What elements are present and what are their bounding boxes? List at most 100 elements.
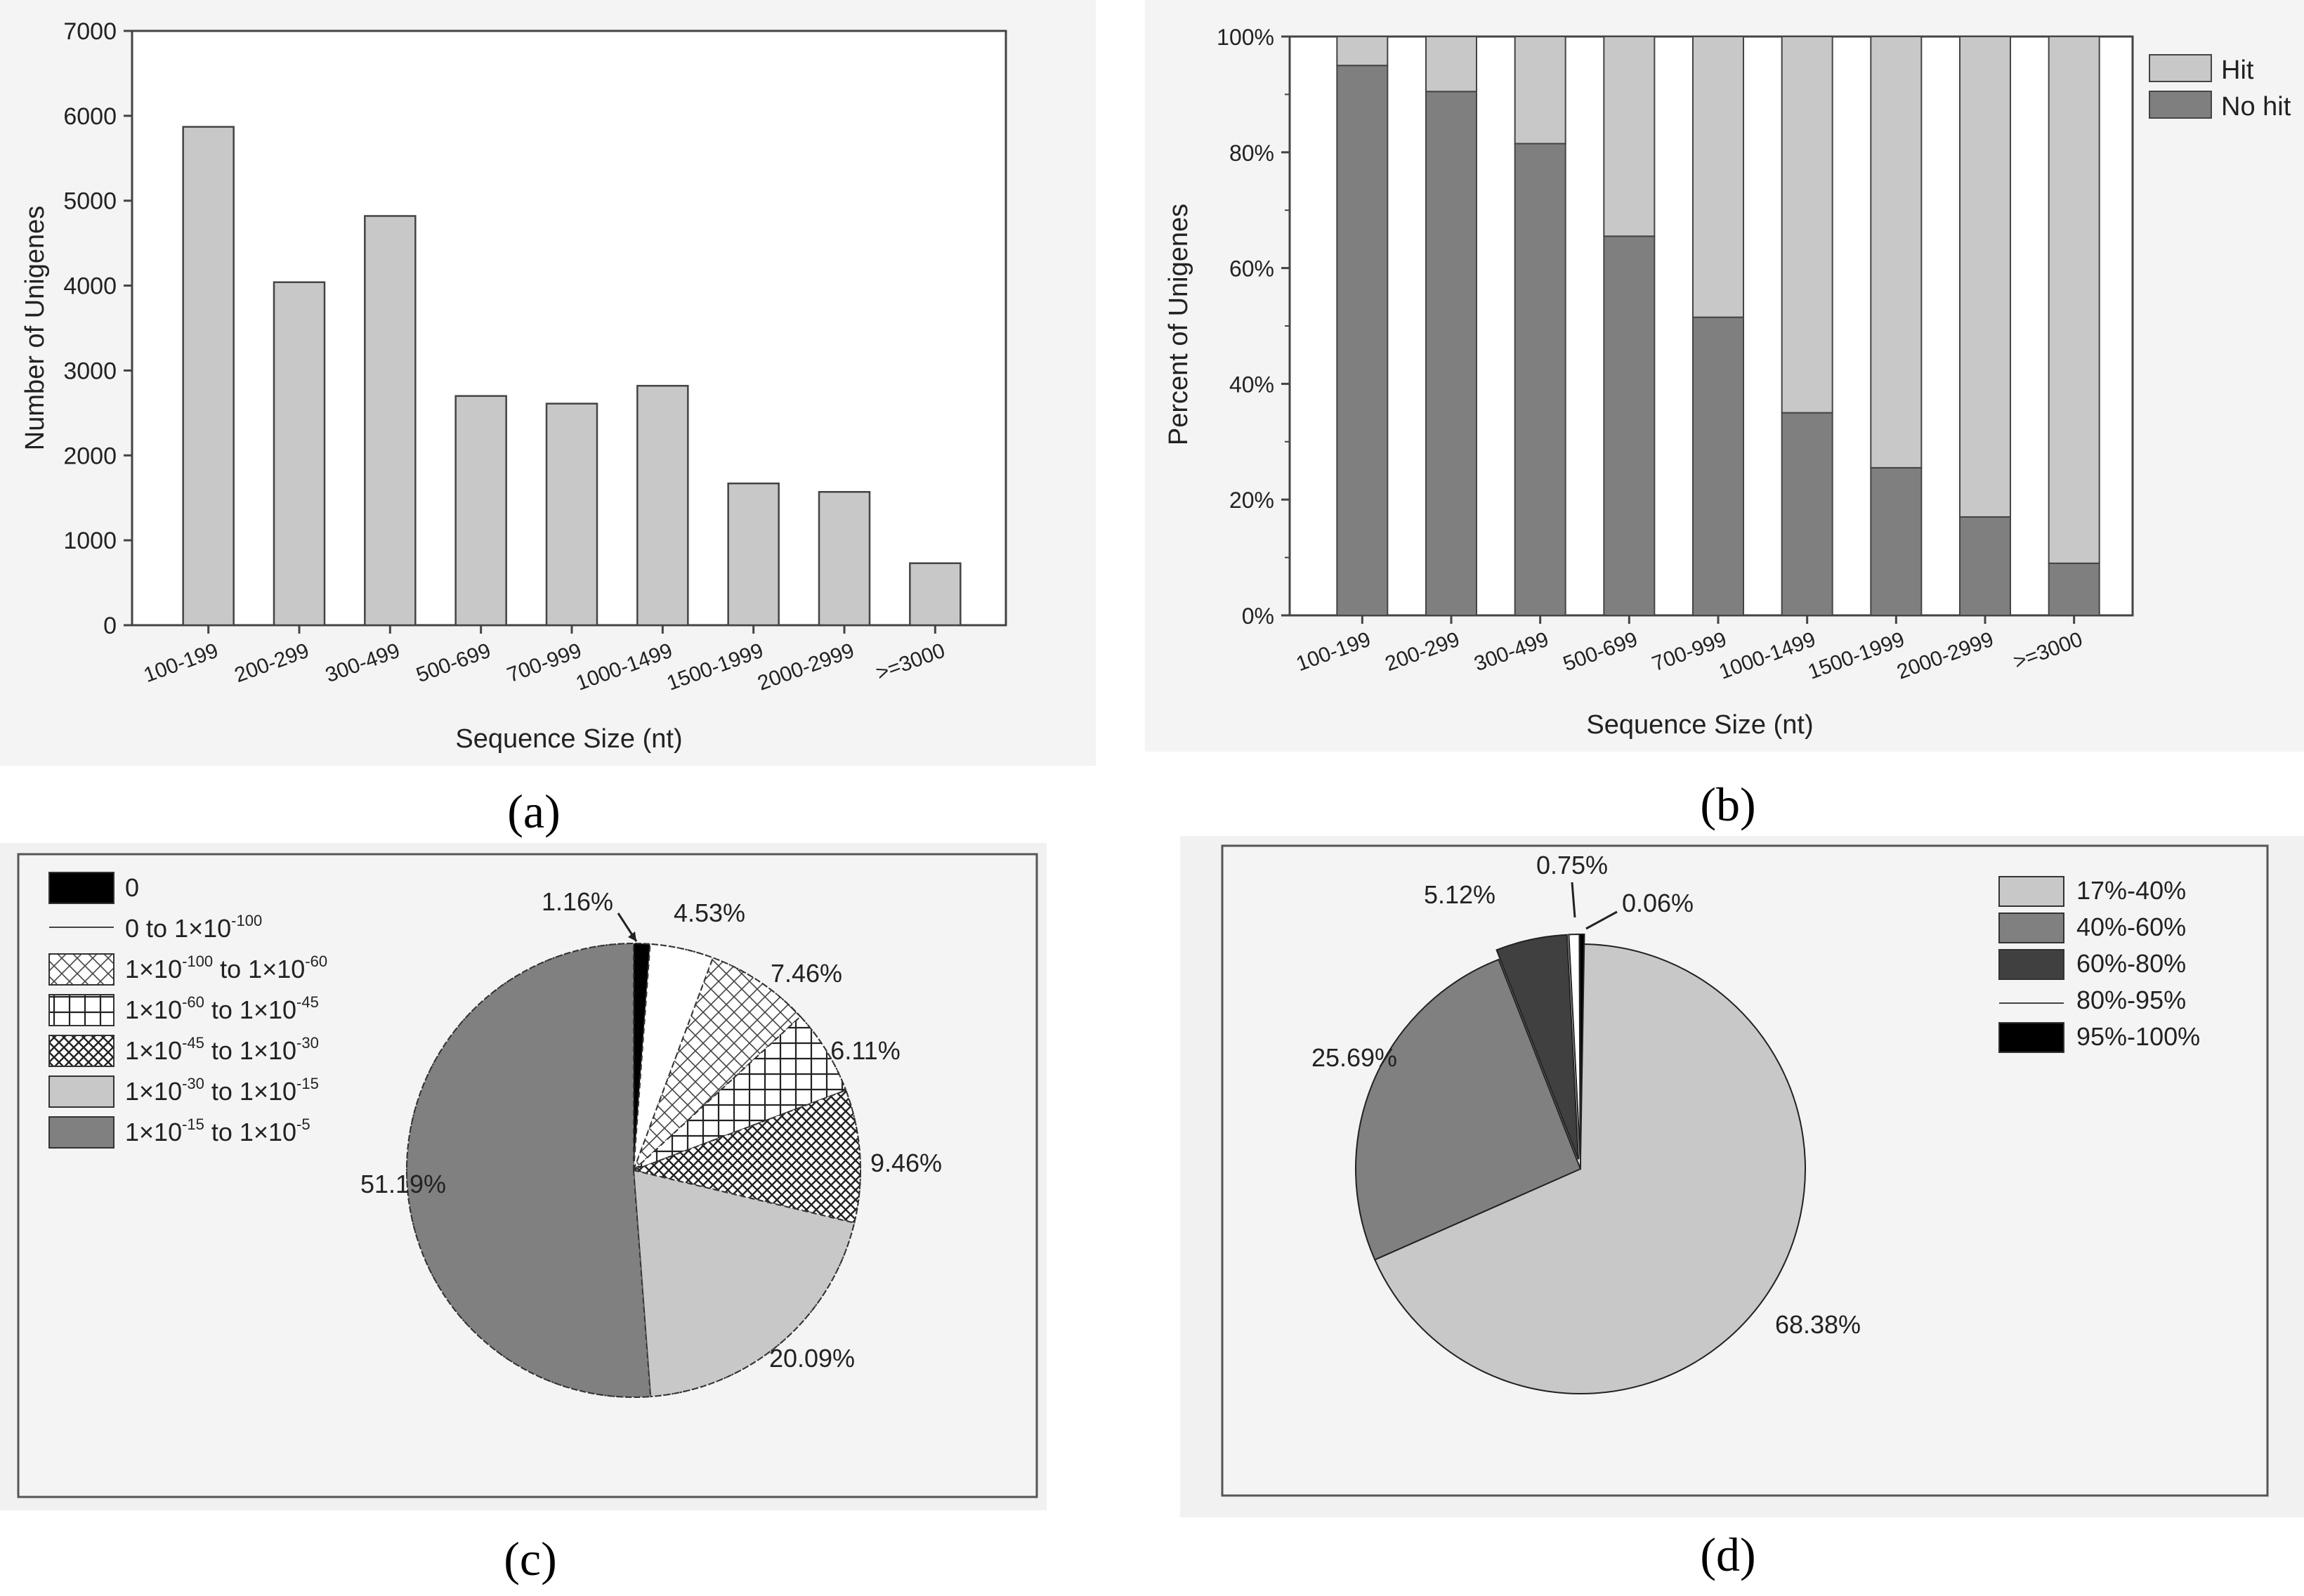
chart-a-y-tick-label: 6000 [63,103,117,130]
chart-c-legend-swatch [48,1116,114,1149]
chart-c-legend-swatch [48,994,114,1026]
chart-c-slice-label: 7.46% [771,959,842,988]
chart-b-legend-hit-swatch [2149,54,2212,82]
chart-c-legend-exponent: -30 [296,1034,319,1052]
chart-a-bar [636,384,689,627]
chart-c-legend-text: to 1×10 [213,955,305,983]
chart-b-bar-hit [1781,36,1833,414]
chart-d-slice-label: 5.12% [1424,880,1495,909]
chart-d-slice-d1 [1373,943,1807,1394]
chart-d-slice-labels: 68.38% 25.69% 5.12% 0.75% 0.06% [1311,851,1861,1339]
chart-d-pie [1355,933,1807,1394]
chart-d-legend-label: 40%-60% [2076,913,2186,941]
chart-b-legend-hit-label: Hit [2221,55,2254,85]
chart-a-bar [454,395,507,627]
chart-c-legend-text: 1×10 [125,1036,182,1065]
chart-c-legend-text: 1×10 [125,1077,182,1106]
chart-c-legend-label: 1×10-100 to 1×10-60 [125,953,327,983]
panel-c-frame [17,853,1038,1498]
chart-b-legend: Hit No hit [2149,54,2291,122]
chart-c-legend-text: 0 to 1×10 [125,914,231,943]
chart-b-bar-nohit [1781,412,1833,616]
chart-a-y-tick-label: 7000 [63,18,117,45]
chart-d-legend-label: 95%-100% [2076,1022,2200,1051]
chart-c-slice-label: 1.16% [542,887,613,916]
chart-a-bar [364,215,417,627]
chart-a-bar [727,482,780,627]
chart-c-legend-label: 0 to 1×10-100 [125,912,262,943]
chart-c-slice-label: 4.53% [674,898,745,927]
chart-c-legend-text: 1×10 [125,955,182,983]
chart-d-legend-swatch [1998,876,2064,907]
chart-b-bar-nohit [1514,143,1566,616]
chart-a-y-axis: 0 1000 2000 3000 4000 5000 6000 7000 [63,18,132,639]
chart-a-y-tick-label: 3000 [63,358,117,384]
chart-c-slice-s6 [406,942,652,1398]
chart-b-bar-hit [1425,36,1477,93]
chart-c-slice-label: 51.19% [360,1170,446,1198]
chart-c-legend-text: 0 [125,873,139,902]
chart-c-slice-label: 20.09% [769,1344,855,1373]
chart-d-legend-swatch [1998,949,2064,980]
panel-c-caption: (c) [504,1532,556,1585]
chart-c-legend-label: 0 [125,873,139,902]
chart-a-x-axis-label: Sequence Size (nt) [455,724,682,754]
chart-c-legend-text: 1×10 [125,995,182,1024]
chart-b-bar-hit [1692,36,1744,318]
chart-d-leader-line [1571,882,1576,918]
chart-b-y-tick-label: 0% [1242,603,1274,629]
chart-b-bar-hit [1870,36,1923,469]
chart-c-slice-s2 [633,957,801,1171]
panel-b-caption: (b) [1700,778,1755,831]
chart-c-legend-label: 1×10-15 to 1×10-5 [125,1116,310,1146]
chart-b-y-axis-label: Percent of Unigenes [1164,204,1193,445]
chart-b-bar-nohit [1336,65,1389,616]
chart-b-y-tick-label: 60% [1229,256,1274,282]
chart-a-bar [273,281,326,627]
chart-d-leader-line [1585,910,1618,930]
chart-d-slice-d3 [1495,934,1580,1160]
chart-c-legend-exponent: -45 [182,1034,204,1052]
chart-c-slice-s4 [631,1089,861,1224]
chart-c-legend-text: to 1×10 [204,1077,296,1106]
chart-b-y-axis: 0% 20% 40% 60% 80% 100% [1217,25,1290,629]
chart-b-bar-hit [1336,36,1389,67]
chart-c-legend-text: 1×10 [125,1118,182,1146]
chart-d-legend-swatch [1998,913,2064,943]
chart-d-slice-label: 0.06% [1622,889,1694,917]
chart-c-legend-swatch [48,872,114,904]
chart-c-slice-labels: 1.16% 4.53% 7.46% 6.11% 9.46% 20.09% 51.19% [360,887,942,1373]
chart-b-bars [1336,36,2100,617]
chart-d-legend-label: 17%-40% [2076,876,2186,905]
chart-a-bar [818,491,871,627]
chart-a-bar [909,562,962,627]
chart-b-y-tick-label: 20% [1229,488,1274,513]
chart-c-legend-exponent: -60 [305,953,327,970]
chart-c-legend-label: 1×10-30 to 1×10-15 [125,1075,319,1106]
chart-c-legend-text: to 1×10 [204,995,296,1024]
chart-b-bar-nohit [1425,91,1477,616]
chart-d-slice-label: 25.69% [1311,1043,1397,1072]
chart-c-legend-swatch [48,1075,114,1108]
chart-d-legend-label: 60%-80% [2076,949,2186,978]
chart-a-y-tick-label: 4000 [63,273,117,300]
chart-a-bar [545,403,598,627]
chart-c-legend-exponent: -45 [296,993,319,1011]
chart-b-y-tick-label: 100% [1217,25,1274,50]
chart-b-bar-nohit [1870,466,1923,616]
chart-c-legend-label: 1×10-45 to 1×10-30 [125,1034,319,1065]
chart-d-legend-label: 80%-95% [2076,986,2186,1014]
chart-b-legend-nohit-label: No hit [2221,92,2291,122]
chart-c-slice-label: 9.46% [870,1149,942,1177]
chart-d-legend-swatch [1998,1022,2064,1053]
chart-c-legend-exponent: -30 [182,1075,204,1092]
chart-a-y-tick-label: 5000 [63,188,117,215]
chart-b-bar-nohit [1959,516,2011,616]
chart-a-bars [182,126,962,627]
chart-a-y-tick-label: 0 [103,613,117,639]
chart-d-slice-d5 [1578,933,1585,1160]
chart-c-legend-text: to 1×10 [204,1118,296,1146]
chart-c-legend-swatch [48,953,114,986]
